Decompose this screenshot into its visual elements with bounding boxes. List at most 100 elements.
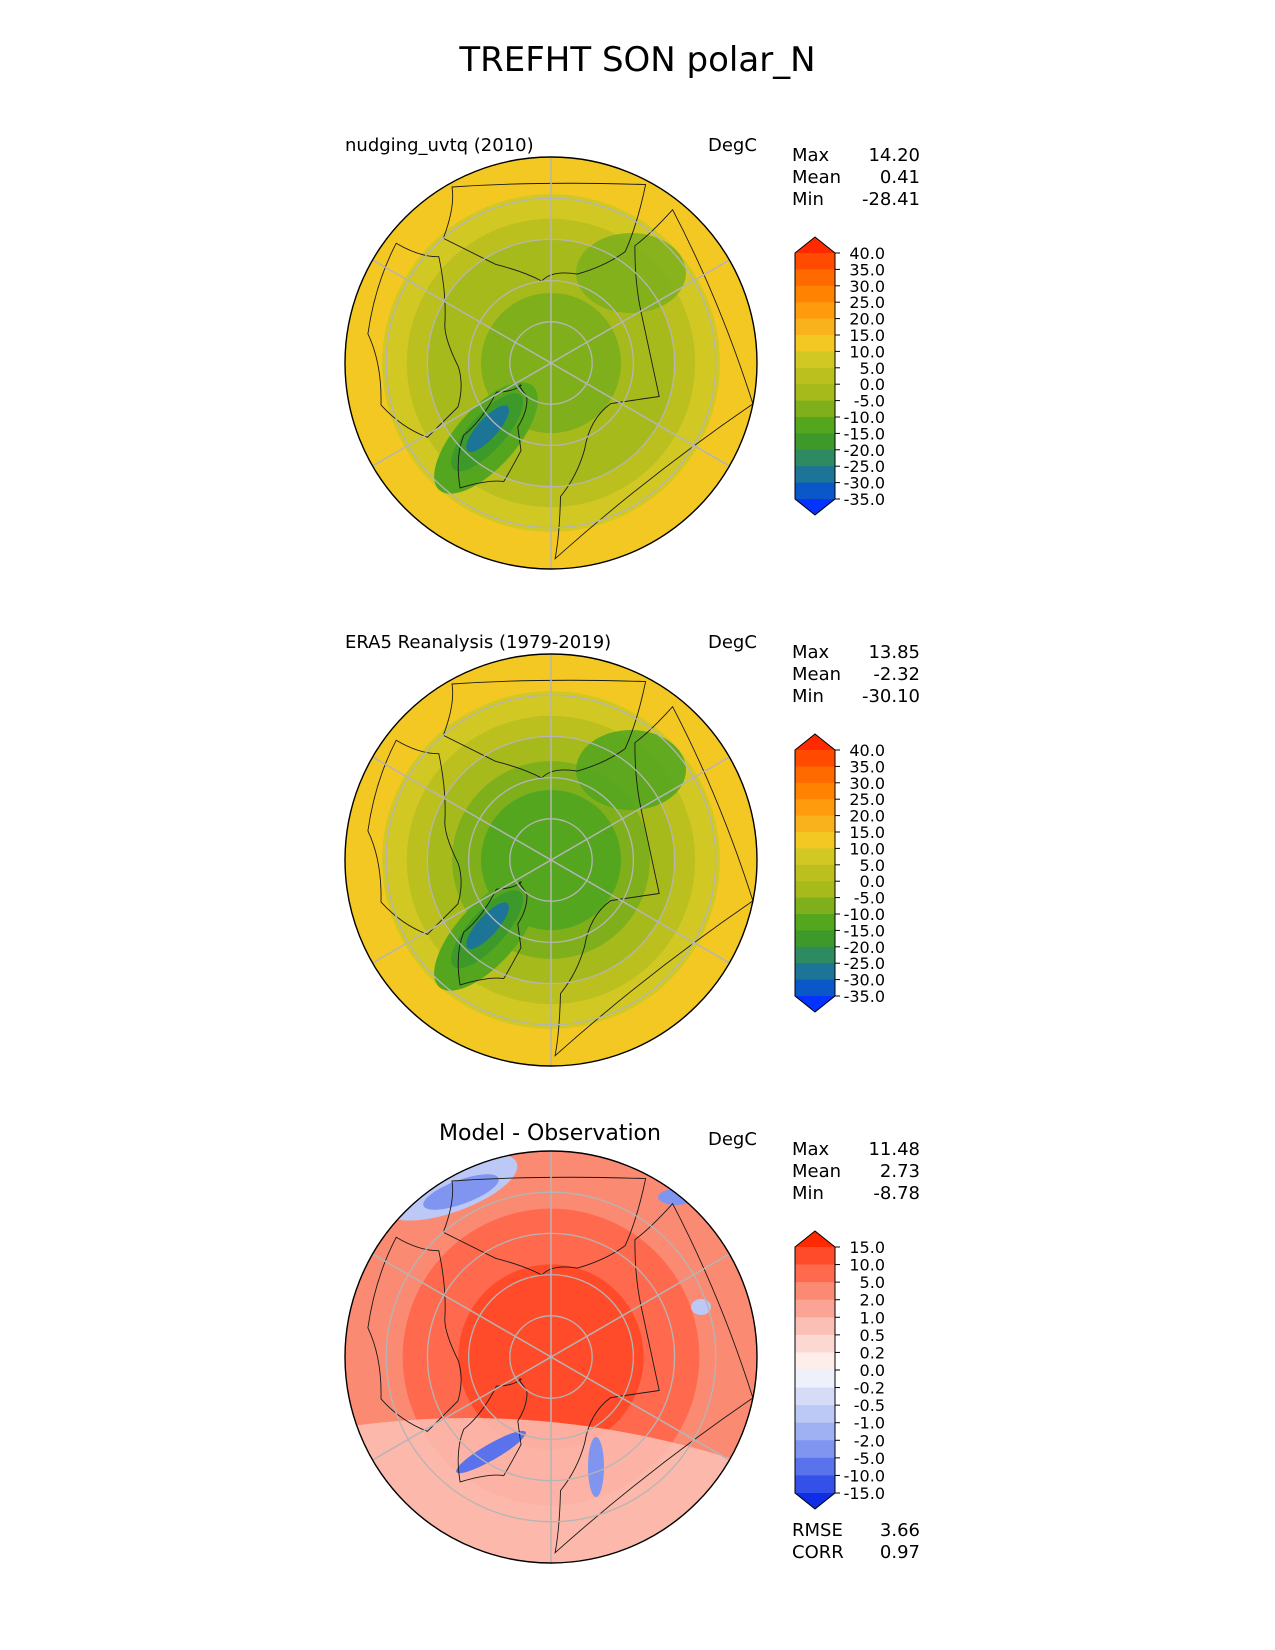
colorbar-tick-label: -30.0 xyxy=(844,971,885,990)
colorbar-extend-bottom xyxy=(795,1493,835,1509)
colorbar-band xyxy=(795,1405,835,1424)
colorbar-tick-label: -25.0 xyxy=(844,954,885,973)
temperature-contour xyxy=(466,405,510,452)
colorbar-band xyxy=(795,782,835,800)
colorbar-tick-label: 5.0 xyxy=(860,856,885,875)
stat-value: -28.41 xyxy=(861,189,920,210)
colorbar-tick-label: 25.0 xyxy=(849,790,885,809)
coastline xyxy=(442,1176,647,1276)
stat-label: Min xyxy=(792,686,824,707)
colorbar-tick-label: -35.0 xyxy=(844,987,885,1006)
colorbar-tick-label: -15.0 xyxy=(844,424,885,443)
colorbar-tick-label: -25.0 xyxy=(844,457,885,476)
colorbar-tick-label: 40.0 xyxy=(849,244,885,263)
colorbar-band xyxy=(795,269,835,287)
colorbar-tick-label: -5.0 xyxy=(854,1449,885,1468)
coastline xyxy=(442,679,647,779)
colorbar-band xyxy=(795,848,835,866)
colorbar-tick-label: 35.0 xyxy=(849,757,885,776)
colorbar-band xyxy=(795,963,835,981)
colorbar-extend-top xyxy=(795,734,835,750)
colorbar-band xyxy=(795,815,835,833)
colorbar: 15.010.05.02.01.00.50.20.0-0.2-0.5-1.0-2… xyxy=(794,1230,885,1510)
polar-map xyxy=(344,1150,758,1564)
stats-block: Max 13.85 Mean -2.32 Min -30.10 xyxy=(792,642,920,708)
colorbar-band xyxy=(795,766,835,784)
colorbar-extend-bottom xyxy=(795,499,835,515)
colorbar: 40.035.030.025.020.015.010.05.00.0-5.0-1… xyxy=(794,733,885,1013)
stat-value: -2.32 xyxy=(873,664,920,685)
colorbar-tick-label: 0.2 xyxy=(860,1343,885,1362)
colorbar-extend-top xyxy=(795,1231,835,1247)
colorbar-tick-label: 2.0 xyxy=(860,1291,885,1310)
colorbar-tick-label: -20.0 xyxy=(844,938,885,957)
panel-title: ERA5 Reanalysis (1979-2019) xyxy=(345,632,612,653)
colorbar-band xyxy=(795,1370,835,1389)
map-border xyxy=(344,653,758,1067)
colorbar-tick-label: 30.0 xyxy=(849,277,885,296)
colorbar-tick-label: -35.0 xyxy=(844,490,885,509)
map-field xyxy=(345,654,757,1066)
colorbar-band xyxy=(795,1422,835,1441)
colorbar-tick-label: 20.0 xyxy=(849,310,885,329)
coastline xyxy=(554,208,754,560)
map-field xyxy=(345,1151,757,1563)
colorbar-tick-label: 5.0 xyxy=(860,359,885,378)
stats-block: Max 14.20 Mean 0.41 Min -28.41 xyxy=(792,145,920,211)
difference-contour xyxy=(588,1437,604,1497)
colorbar-tick-label: 40.0 xyxy=(849,741,885,760)
colorbar-tick-label: 20.0 xyxy=(849,807,885,826)
longitude-line xyxy=(372,1253,730,1461)
stat-label: Min xyxy=(792,1183,824,1204)
coastline xyxy=(457,384,528,489)
colorbar-band xyxy=(795,979,835,997)
colorbar-band xyxy=(795,1352,835,1371)
colorbar-tick-label: -10.0 xyxy=(844,408,885,427)
panel-observation: ERA5 Reanalysis (1979-2019) DegC Max 13.8… xyxy=(0,632,1275,1112)
colorbar-band xyxy=(795,318,835,336)
colorbar-band xyxy=(795,1282,835,1301)
colorbar-tick-label: -0.5 xyxy=(854,1396,885,1415)
colorbar-tick-label: -5.0 xyxy=(854,889,885,908)
colorbar-band xyxy=(795,832,835,849)
colorbar-band xyxy=(795,1387,835,1406)
stat-label: Max xyxy=(792,642,830,663)
bottom-stats: RMSE 3.66 CORR 0.97 xyxy=(792,1520,920,1564)
colorbar-tick-label: 35.0 xyxy=(849,260,885,279)
colorbar-band xyxy=(795,1264,835,1283)
stat-value: 14.20 xyxy=(868,145,920,166)
units-label: DegC xyxy=(708,1129,757,1150)
colorbar-band xyxy=(795,1247,835,1266)
colorbar-tick-label: 15.0 xyxy=(849,326,885,345)
colorbar-tick-label: -30.0 xyxy=(844,474,885,493)
temperature-contour xyxy=(576,730,686,810)
difference-contour xyxy=(691,1299,711,1315)
stat-value: -8.78 xyxy=(873,1183,920,1204)
colorbar-band xyxy=(795,449,835,467)
colorbar-band xyxy=(795,400,835,418)
colorbar-band xyxy=(795,1317,835,1336)
colorbar-tick-label: -10.0 xyxy=(844,905,885,924)
stat-value: 2.73 xyxy=(879,1161,920,1182)
colorbar-band xyxy=(795,1440,835,1459)
map-border xyxy=(344,1150,758,1564)
units-label: DegC xyxy=(708,135,757,156)
stat-value: 3.66 xyxy=(879,1520,920,1541)
colorbar-band xyxy=(795,1299,835,1318)
colorbar-band xyxy=(795,897,835,915)
map-field xyxy=(345,157,757,569)
colorbar-tick-label: -10.0 xyxy=(844,1466,885,1485)
colorbar: 40.035.030.025.020.015.010.05.00.0-5.0-1… xyxy=(794,236,885,516)
coastline xyxy=(442,182,647,282)
colorbar-extend-top xyxy=(795,237,835,253)
difference-contour xyxy=(423,1174,499,1210)
colorbar-tick-label: -0.2 xyxy=(854,1379,885,1398)
colorbar-tick-label: 1.0 xyxy=(860,1308,885,1327)
colorbar-tick-label: -1.0 xyxy=(854,1414,885,1433)
coastline xyxy=(367,242,462,438)
coastline xyxy=(457,1378,528,1483)
stat-value: -30.10 xyxy=(861,686,920,707)
colorbar-tick-label: 10.0 xyxy=(849,342,885,361)
colorbar-tick-label: -5.0 xyxy=(854,392,885,411)
colorbar-tick-label: -15.0 xyxy=(844,1484,885,1503)
